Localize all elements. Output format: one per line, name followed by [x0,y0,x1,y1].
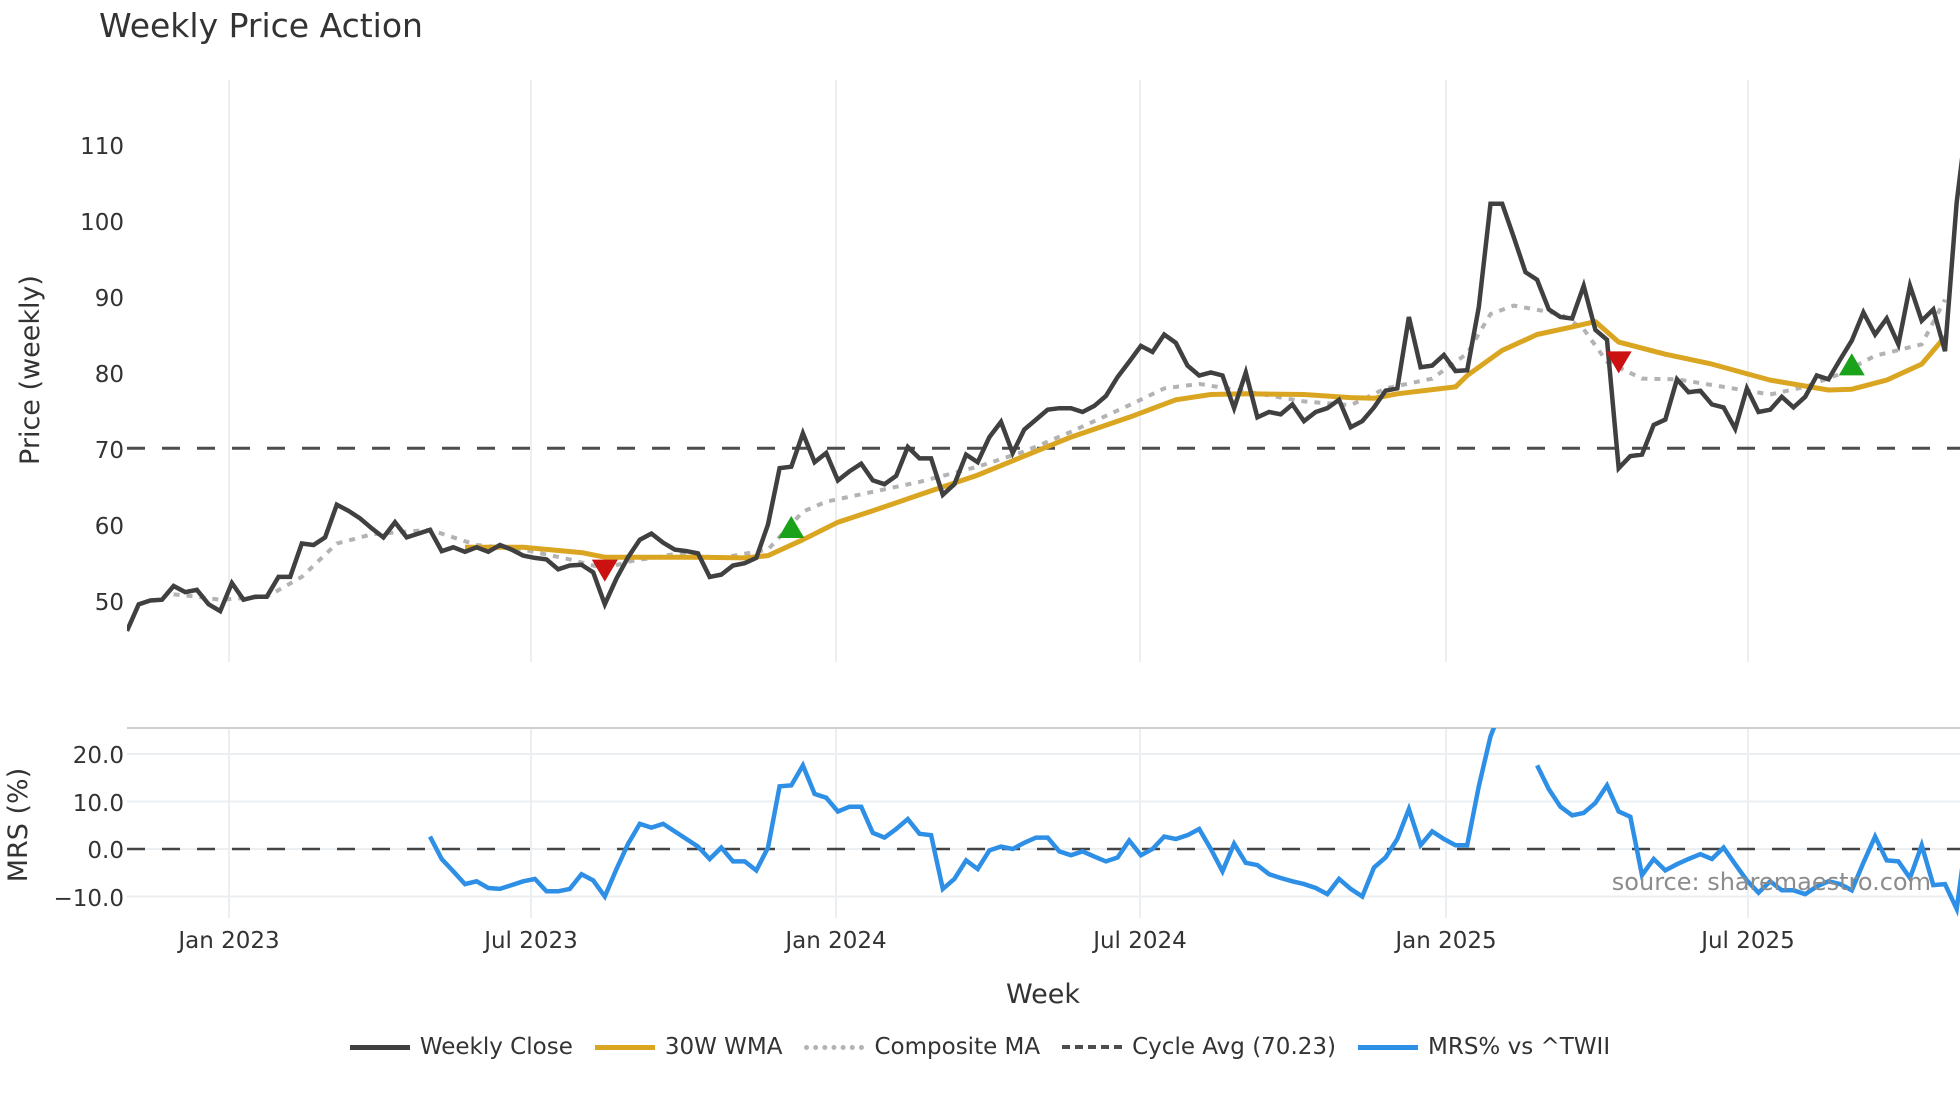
source-annotation: source: sharemaestro.com [1612,868,1931,896]
price-ytick: 90 [95,286,124,312]
x-tick: Jan 2024 [783,928,886,954]
wma-30w-line [465,319,1947,561]
mrs-ytick: −10.0 [54,886,124,912]
legend-label: Weekly Close [419,1034,573,1060]
weekly-close-line [127,157,1960,632]
legend-label: 30W WMA [664,1034,783,1060]
x-tick: Jan 2025 [1393,928,1496,954]
legend-item-cycle-avg[interactable]: Cycle Avg (70.23) [1062,1034,1336,1060]
legend-item-weekly-close[interactable]: Weekly Close [349,1034,573,1060]
price-ytick: 100 [80,210,124,236]
sell-signal-triangle-down-icon [591,559,618,582]
legend-label: MRS% vs ^TWII [1428,1034,1611,1060]
mrs-ytick: 10.0 [73,791,124,817]
mrs-panel [127,728,1960,917]
buy-signal-triangle-up-icon [1838,353,1865,376]
legend: Weekly Close 30W WMA Composite MA Cycle … [0,1034,1960,1060]
x-tick: Jul 2024 [1091,928,1187,954]
mrs-swatch-icon [1358,1044,1418,1050]
legend-item-30w-wma[interactable]: 30W WMA [594,1034,783,1060]
x-axis-title: Week [1006,979,1080,1010]
x-tick: Jul 2023 [482,928,578,954]
signal-markers [591,351,1865,582]
mrs-ytick: 20.0 [73,743,124,769]
price-ytick: 50 [95,590,124,616]
legend-label: Cycle Avg (70.23) [1132,1034,1336,1060]
legend-item-composite-ma[interactable]: Composite MA [804,1034,1040,1060]
weekly-close-swatch-icon [349,1044,410,1050]
price-y-axis-title: Price (weekly) [15,275,46,465]
price-ytick: 110 [80,134,124,160]
price-panel [127,157,1960,632]
x-tick: Jul 2025 [1699,928,1795,954]
price-ytick: 80 [95,362,124,388]
price-ytick: 60 [95,514,124,540]
x-tick: Jan 2023 [176,928,279,954]
composite-ma-swatch-icon [804,1044,865,1050]
buy-signal-triangle-up-icon [778,515,805,539]
legend-item-mrs[interactable]: MRS% vs ^TWII [1358,1034,1610,1060]
chart-title: Weekly Price Action [99,6,423,45]
cycle-avg-swatch-icon [1062,1045,1123,1049]
wma-swatch-icon [594,1044,655,1050]
mrs-line [428,728,1960,917]
composite-ma-line [173,298,1947,602]
price-ytick: 70 [95,438,124,464]
legend-label: Composite MA [874,1034,1041,1060]
vertical-gridlines [228,80,1749,918]
mrs-y-axis-title: MRS (%) [3,768,34,883]
sell-signal-triangle-down-icon [1605,351,1632,374]
mrs-ytick: 0.0 [87,838,124,864]
